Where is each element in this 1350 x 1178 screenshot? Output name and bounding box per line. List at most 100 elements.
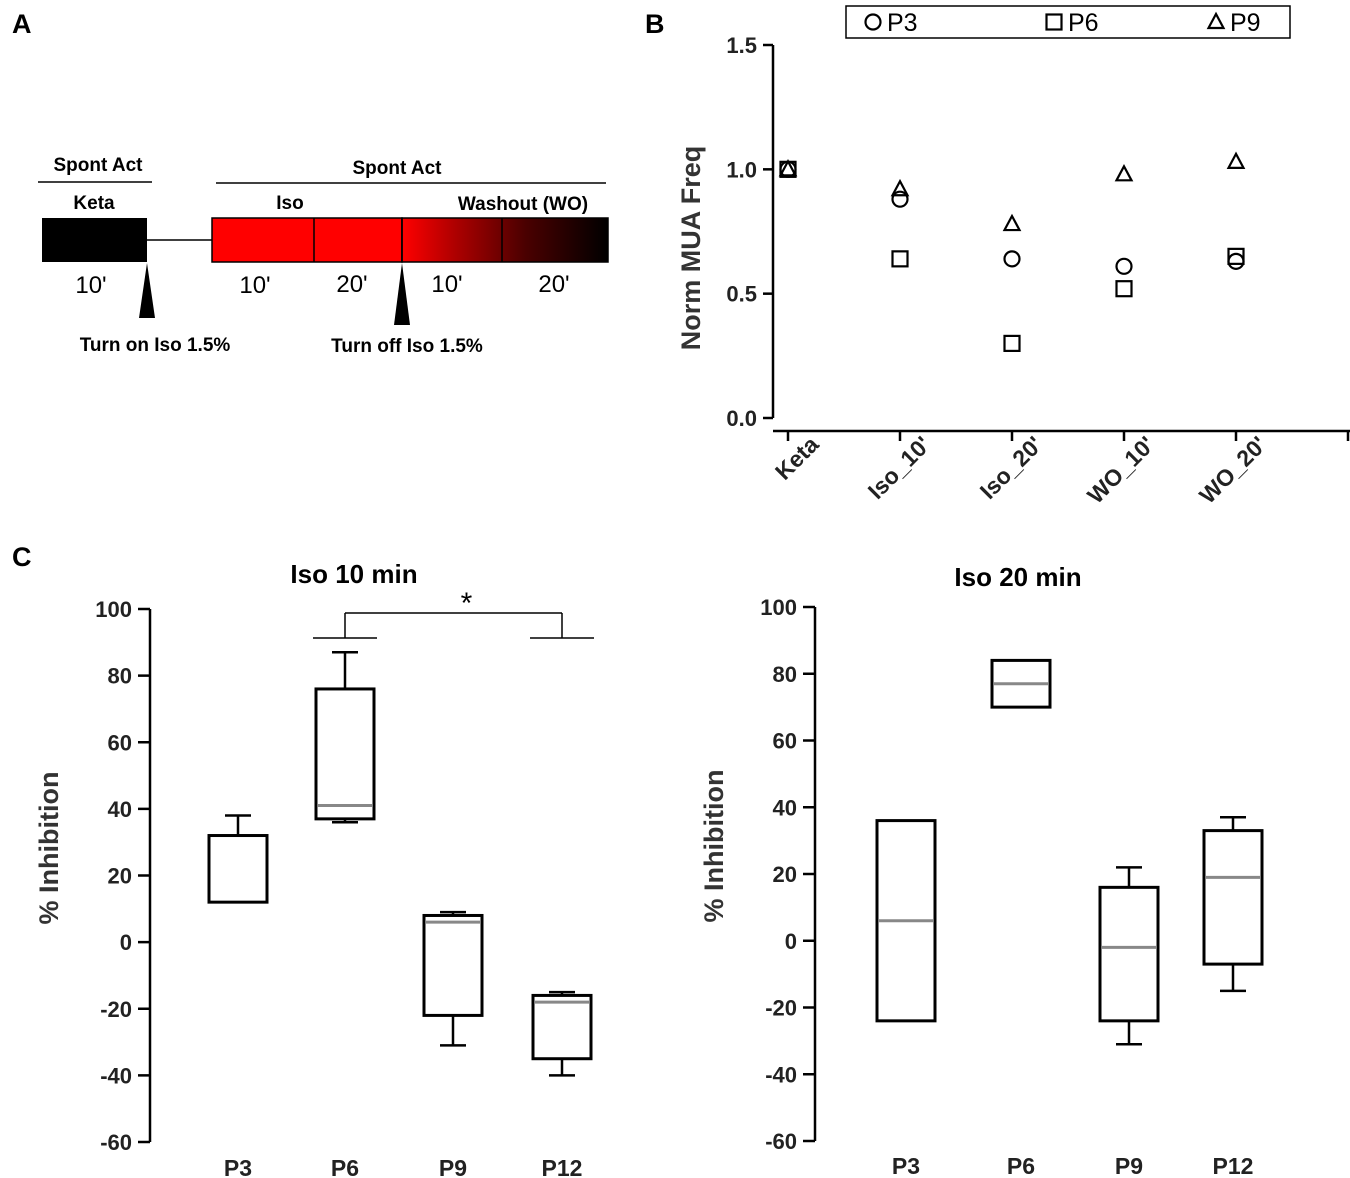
data-point-triangle xyxy=(778,159,798,177)
turn-off-arrow-icon xyxy=(394,263,410,325)
box-rect xyxy=(1098,885,1160,1023)
protocol-timeline: Spont Act Spont Act Keta Iso Washout (WO… xyxy=(38,155,609,357)
box-P6 xyxy=(314,651,376,824)
x-tick-label: P3 xyxy=(892,1153,920,1178)
box-P9 xyxy=(1098,866,1160,1046)
x-tick-label: P6 xyxy=(331,1155,359,1178)
keta-block xyxy=(42,218,147,262)
legend-square-icon xyxy=(1045,13,1063,31)
x-tick-label: Iso_20' xyxy=(975,431,1048,504)
x-tick-label: WO_10' xyxy=(1082,431,1159,508)
y-tick-label: 0 xyxy=(785,929,797,954)
left-header-label: Spont Act xyxy=(53,155,143,176)
x-tick-label: P6 xyxy=(1007,1153,1035,1178)
y-tick-label: 40 xyxy=(108,797,132,822)
y-tick-label: -60 xyxy=(765,1129,797,1154)
legend: P3 P6 P9 xyxy=(864,9,1261,37)
y-tick-label: 20 xyxy=(773,862,797,887)
panel-c-iso-20-boxplot: Iso 20 min % Inhibition -60 -40 -20 0 20 40 60… xyxy=(699,562,1264,1178)
data-point-triangle xyxy=(1226,151,1246,169)
x-tick-label: P12 xyxy=(542,1155,583,1178)
y-axis-label: % Inhibition xyxy=(699,770,729,923)
legend-label: P9 xyxy=(1230,9,1261,37)
right-header-label: Spont Act xyxy=(352,158,442,179)
box-P6 xyxy=(990,658,1052,709)
x-tick-label: WO_20' xyxy=(1194,431,1271,508)
y-tick-label: 20 xyxy=(108,864,132,889)
significance-bracket: * xyxy=(313,587,594,639)
box-rect xyxy=(314,687,376,821)
y-tick-label: -20 xyxy=(100,997,132,1022)
data-point-triangle xyxy=(1002,213,1022,232)
x-tick-label: Iso_10' xyxy=(863,431,936,504)
y-tick-label: 100 xyxy=(760,595,797,620)
time-label-wo-10: 10' xyxy=(431,271,462,298)
x-tick-label: P3 xyxy=(224,1155,252,1178)
data-point-circle xyxy=(1115,257,1133,275)
data-point-triangle xyxy=(1114,163,1134,182)
y-tick-label: 80 xyxy=(108,664,132,689)
time-label-iso-20: 20' xyxy=(336,271,367,298)
legend-box xyxy=(845,5,1291,39)
keta-label: Keta xyxy=(73,193,115,214)
y-tick-label: 60 xyxy=(773,729,797,754)
y-tick-label: -20 xyxy=(765,996,797,1021)
time-label-keta: 10' xyxy=(75,272,106,299)
y-tick-label: 60 xyxy=(108,730,132,755)
box-rect xyxy=(207,834,269,904)
y-tick-label: -60 xyxy=(100,1130,132,1155)
data-point-square xyxy=(891,250,909,268)
legend-label: P3 xyxy=(887,9,918,37)
box-rect xyxy=(531,993,593,1061)
y-tick-label: 1.0 xyxy=(726,157,757,182)
y-tick-label: 0.5 xyxy=(726,282,757,307)
x-tick-label: Keta xyxy=(770,431,824,485)
y-axis-label: Norm MUA Freq xyxy=(676,146,706,351)
y-tick-label: 1.5 xyxy=(726,33,757,58)
iso-block xyxy=(211,217,403,263)
significance-star: * xyxy=(461,587,473,620)
time-label-wo-20: 20' xyxy=(538,271,569,298)
legend-circle-icon xyxy=(864,13,882,31)
box-P3 xyxy=(207,814,269,904)
panel-letter-a: A xyxy=(12,9,32,39)
x-tick-label: P12 xyxy=(1213,1153,1254,1178)
chart-title: Iso 10 min xyxy=(290,559,417,589)
data-point-square xyxy=(1227,247,1245,265)
y-tick-label: -40 xyxy=(765,1062,797,1087)
legend-label: P6 xyxy=(1068,9,1099,37)
data-point-square xyxy=(1115,280,1133,298)
y-tick-label: -40 xyxy=(100,1063,132,1088)
data-point-circle xyxy=(891,190,909,208)
data-point-circle xyxy=(1003,250,1021,268)
box-rect xyxy=(1202,829,1264,966)
time-label-iso-10: 10' xyxy=(239,272,270,299)
turn-on-label: Turn on Iso 1.5% xyxy=(80,335,231,356)
panel-letter-b: B xyxy=(645,9,665,39)
y-tick-label: 0.0 xyxy=(726,406,757,431)
y-axis-label: % Inhibition xyxy=(34,772,64,925)
series-P9 xyxy=(778,151,1246,232)
x-tick-label: P9 xyxy=(1115,1153,1143,1178)
box-P9 xyxy=(422,910,484,1047)
iso-label: Iso xyxy=(276,193,303,214)
x-tick-label: P9 xyxy=(439,1155,467,1178)
panel-c-iso-10-boxplot: Iso 10 min % Inhibition -60 -40 -20 0 20 40 60… xyxy=(34,559,594,1178)
washout-label: Washout (WO) xyxy=(458,194,588,215)
legend-triangle-icon xyxy=(1206,11,1226,30)
y-tick-label: 80 xyxy=(773,662,797,687)
washout-block xyxy=(401,217,609,263)
series-P6 xyxy=(779,160,1245,352)
box-P12 xyxy=(531,990,593,1077)
panel-letter-c: C xyxy=(12,542,32,572)
box-P12 xyxy=(1202,816,1264,993)
y-tick-label: 100 xyxy=(95,597,132,622)
box-P3 xyxy=(875,819,937,1023)
box-rect xyxy=(422,913,484,1017)
panel-b-scatter-chart: P3 P6 P9 Norm MUA Freq 0.0 0.5 1.0 1.5 Keta Iso… xyxy=(676,5,1350,509)
y-tick-label: 0 xyxy=(120,930,132,955)
turn-on-arrow-icon xyxy=(139,263,155,318)
data-point-triangle xyxy=(890,178,910,197)
y-tick-label: 40 xyxy=(773,795,797,820)
